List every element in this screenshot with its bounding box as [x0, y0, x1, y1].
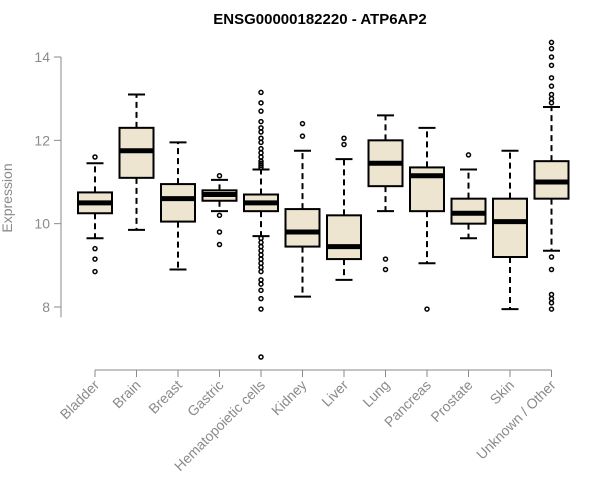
outlier-point: [548, 266, 555, 273]
box-iqr: [492, 197, 528, 259]
outlier-point: [258, 306, 264, 312]
outlier-point: [548, 291, 555, 298]
boxes: [77, 39, 570, 360]
outlier-point: [548, 39, 555, 46]
y-axis: 8 10 12 14: [34, 49, 62, 318]
outlier-point: [258, 264, 264, 271]
outlier-point: [258, 150, 264, 156]
box-group: [243, 89, 279, 360]
x-tick-label: Skin: [487, 377, 518, 408]
outlier-point: [548, 100, 555, 106]
outlier-point: [341, 141, 347, 148]
box-iqr: [284, 208, 321, 248]
outlier-point: [548, 91, 555, 98]
box-group: [284, 120, 321, 298]
x-tick-label: Kidney: [268, 377, 310, 419]
outlier-point: [258, 268, 264, 275]
outlier-point: [424, 306, 430, 312]
outlier-point: [258, 145, 264, 152]
outlier-point: [258, 129, 264, 135]
outlier-point: [548, 300, 555, 306]
outlier-point: [258, 135, 264, 141]
y-tick-label: 10: [34, 216, 50, 232]
outlier-point: [548, 95, 555, 102]
x-tick-label: Brain: [109, 377, 143, 411]
outlier-point: [465, 152, 472, 158]
outlier-point: [258, 243, 264, 250]
outlier-point: [258, 108, 264, 114]
outlier-point: [258, 260, 264, 266]
outlier-point: [548, 83, 555, 89]
outlier-point: [548, 295, 555, 302]
outlier-point: [258, 235, 264, 241]
outlier-point: [258, 256, 264, 262]
outlier-point: [258, 125, 264, 131]
box-iqr: [160, 183, 196, 223]
outlier-point: [382, 266, 389, 273]
outlier-point: [548, 62, 555, 69]
outlier-point: [258, 354, 264, 360]
box-group: [118, 93, 155, 231]
outlier-point: [258, 281, 264, 287]
outlier-point: [548, 45, 555, 52]
y-tick-label: 12: [34, 132, 50, 148]
outlier-point: [92, 256, 98, 262]
outlier-point: [216, 173, 223, 179]
outlier-point: [258, 164, 264, 171]
outlier-point: [548, 254, 555, 260]
outlier-point: [92, 154, 98, 160]
box-group: [492, 149, 528, 311]
x-tick-label: Breast: [145, 377, 185, 417]
box-group: [367, 114, 404, 273]
outlier-point: [258, 154, 264, 160]
outlier-point: [258, 118, 264, 125]
outlier-point: [258, 248, 264, 254]
outlier-point: [258, 89, 264, 96]
outlier-point: [216, 212, 223, 219]
outlier-point: [548, 75, 555, 81]
outlier-point: [382, 256, 389, 262]
x-tick-label: Bladder: [57, 377, 103, 423]
x-tick-label: Liver: [318, 377, 351, 410]
outlier-point: [258, 277, 264, 283]
outlier-point: [299, 120, 306, 127]
outlier-point: [258, 162, 264, 169]
outlier-point: [299, 133, 306, 139]
outlier-point: [258, 252, 264, 258]
y-axis-label: Expression: [0, 163, 15, 232]
outlier-point: [92, 268, 98, 275]
outlier-point: [258, 295, 264, 302]
x-tick-label: Unknown / Other: [473, 377, 559, 463]
y-tick-label: 14: [34, 49, 50, 65]
y-tick-label: 8: [42, 299, 50, 315]
outlier-point: [548, 54, 555, 60]
box-group: [450, 152, 487, 240]
outlier-point: [216, 229, 223, 235]
outlier-point: [258, 239, 264, 246]
box-group: [533, 39, 570, 312]
outlier-point: [216, 241, 223, 248]
box-group: [201, 173, 238, 248]
box-group: [160, 141, 196, 271]
box-group: [409, 126, 445, 312]
box-group: [326, 135, 362, 281]
outlier-point: [92, 245, 98, 252]
x-tick-label: Lung: [359, 377, 392, 410]
outlier-point: [341, 135, 347, 141]
chart-title: ENSG00000182220 - ATP6AP2: [213, 11, 426, 28]
x-tick-label: Prostate: [427, 377, 475, 425]
outlier-point: [258, 139, 264, 146]
box-group: [77, 154, 113, 275]
box-iqr: [326, 214, 362, 261]
outlier-point: [548, 306, 555, 312]
outlier-point: [258, 100, 264, 106]
outlier-point: [258, 287, 264, 294]
